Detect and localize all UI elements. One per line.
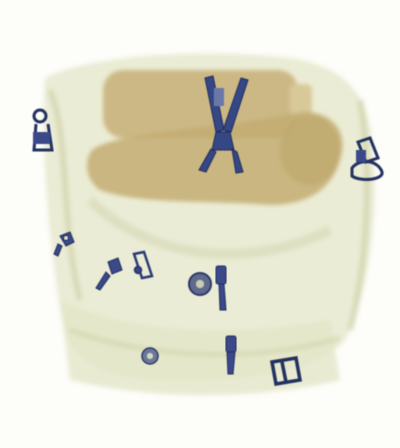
zipper-pull bbox=[225, 335, 237, 375]
scissors-icon bbox=[198, 75, 249, 174]
bag-clip-right bbox=[350, 136, 384, 181]
zipper-pull bbox=[132, 250, 154, 280]
bag-clip-left bbox=[32, 108, 54, 152]
button-disc bbox=[141, 347, 159, 365]
zipper-pull bbox=[95, 257, 123, 291]
zipper-pull bbox=[53, 231, 75, 257]
button-disc bbox=[188, 272, 212, 296]
bottle bbox=[87, 70, 343, 205]
zipper-pull bbox=[215, 265, 227, 311]
buckle bbox=[269, 355, 303, 387]
